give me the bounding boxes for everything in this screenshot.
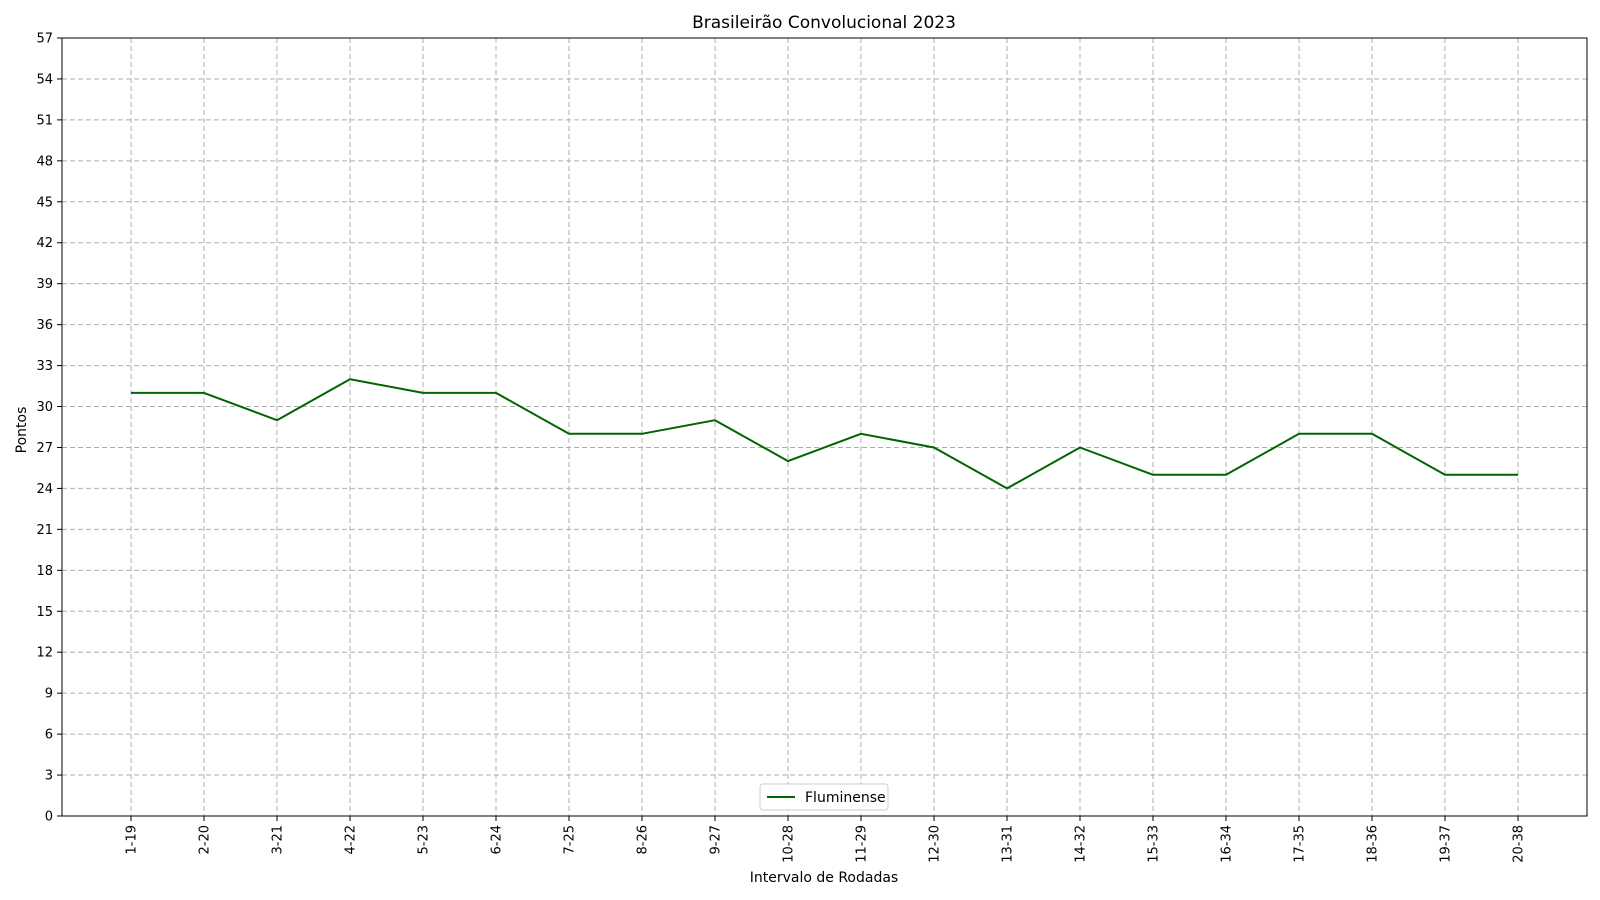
y-axis-label: Pontos xyxy=(14,407,30,454)
grid xyxy=(62,37,1587,817)
y-tick-label: 51 xyxy=(36,113,53,128)
y-tick-label: 21 xyxy=(36,523,53,538)
x-tick-label: 6-24 xyxy=(490,825,505,855)
x-tick-label: 11-29 xyxy=(855,825,870,863)
y-tick-label: 0 xyxy=(45,810,53,825)
plot-area-frame xyxy=(61,37,1588,817)
x-tick-label: 5-23 xyxy=(417,825,432,855)
y-tick-label: 18 xyxy=(36,564,53,579)
x-tick-label: 3-21 xyxy=(271,825,286,855)
y-tick-label: 6 xyxy=(45,728,53,743)
series-lines xyxy=(131,378,1518,490)
y-tick-label: 42 xyxy=(36,236,53,251)
x-tick-label: 18-36 xyxy=(1366,825,1381,863)
x-tick-label: 14-32 xyxy=(1074,825,1089,863)
x-tick-label: 4-22 xyxy=(344,825,359,855)
y-tick-label: 57 xyxy=(36,32,53,47)
x-axis-ticks: 1-19 2-20 3-21 4-22 5-23 6-24 7-25 8-26 9-27 10-2… xyxy=(125,816,1527,863)
y-tick-label: 9 xyxy=(45,687,53,702)
legend-label-fluminense: Fluminense xyxy=(805,790,886,806)
x-tick-label: 19-37 xyxy=(1439,825,1454,863)
x-tick-label: 15-33 xyxy=(1147,825,1162,863)
legend: Fluminense xyxy=(759,783,889,811)
x-tick-label: 16-34 xyxy=(1220,825,1235,863)
y-tick-label: 30 xyxy=(36,400,53,415)
x-tick-label: 8-26 xyxy=(636,825,651,855)
x-tick-label: 9-27 xyxy=(709,825,724,855)
y-tick-label: 48 xyxy=(36,154,53,169)
x-tick-label: 1-19 xyxy=(125,825,140,855)
y-tick-label: 24 xyxy=(36,482,53,497)
y-tick-label: 33 xyxy=(36,359,53,374)
x-tick-label: 10-28 xyxy=(782,825,797,863)
x-tick-label: 20-38 xyxy=(1512,825,1527,863)
x-tick-label: 2-20 xyxy=(198,825,213,855)
y-tick-label: 15 xyxy=(36,605,53,620)
y-tick-label: 54 xyxy=(36,72,53,87)
x-tick-label: 7-25 xyxy=(563,825,578,855)
y-tick-label: 36 xyxy=(36,318,53,333)
y-tick-label: 27 xyxy=(36,441,53,456)
series-line-fluminense xyxy=(131,378,1518,490)
y-tick-label: 39 xyxy=(36,277,53,292)
y-tick-label: 12 xyxy=(36,646,53,661)
y-tick-label: 45 xyxy=(36,195,53,210)
x-tick-label: 12-30 xyxy=(928,825,943,863)
legend-box xyxy=(759,783,889,811)
x-axis-label: Intervalo de Rodadas xyxy=(750,870,898,886)
x-tick-label: 13-31 xyxy=(1001,825,1016,863)
x-tick-label: 17-35 xyxy=(1293,825,1308,863)
chart-title: Brasileirão Convolucional 2023 xyxy=(692,13,956,33)
y-tick-label: 3 xyxy=(45,769,53,784)
